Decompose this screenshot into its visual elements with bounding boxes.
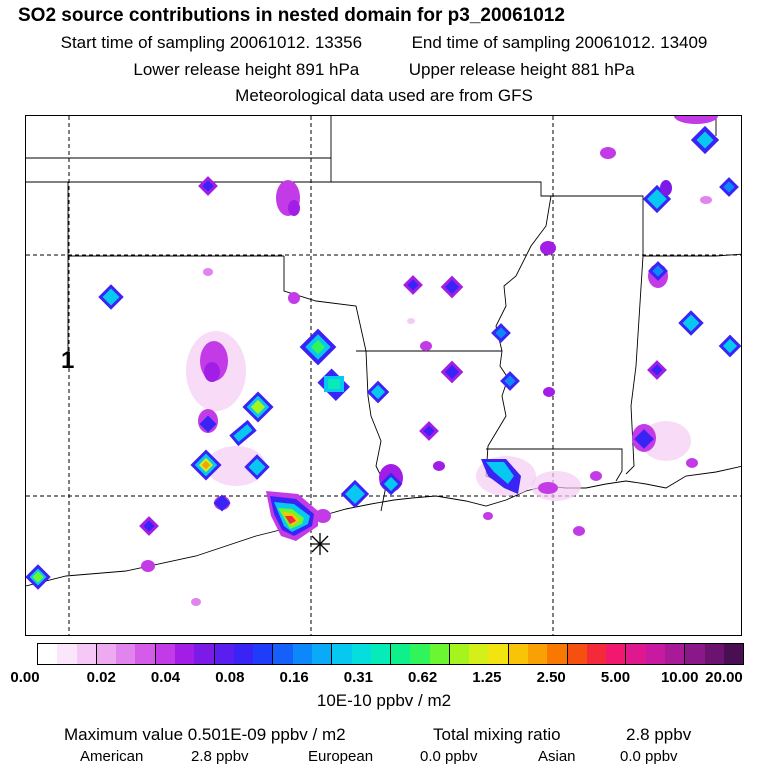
color-swatch: [508, 644, 529, 664]
color-scale-tick: 0.62: [408, 669, 438, 686]
color-swatch: [135, 644, 156, 664]
american-label: American: [80, 748, 144, 765]
color-scale-tick: 0.31: [343, 669, 373, 686]
color-swatch: [311, 644, 333, 664]
site-marker-label: 1: [61, 347, 75, 374]
color-swatch: [410, 644, 430, 664]
color-scale-tick: 10.00: [660, 669, 699, 686]
color-swatch: [685, 644, 705, 664]
total-mixing-ratio-label: Total mixing ratio: [433, 725, 561, 744]
upper-release-height: Upper release height 881 hPa: [408, 60, 635, 79]
color-swatch: [76, 644, 97, 664]
european-value: 0.0 ppbv: [420, 748, 478, 765]
asian-label: Asian: [538, 748, 576, 765]
color-swatch: [645, 644, 665, 664]
color-swatch: [567, 644, 587, 664]
color-swatch: [214, 644, 234, 664]
sampling-times: Start time of sampling 20061012. 13356 E…: [0, 33, 768, 53]
color-swatch: [626, 644, 646, 664]
european-label: European: [308, 748, 374, 765]
color-swatch: [273, 644, 293, 664]
color-swatch: [449, 644, 470, 664]
color-scale-tick: 1.25: [472, 669, 502, 686]
color-swatch: [370, 644, 392, 664]
color-scale-tick: 0.08: [215, 669, 245, 686]
release-heights: Lower release height 891 hPa Upper relea…: [0, 60, 768, 80]
color-swatch: [57, 644, 77, 664]
color-swatch: [391, 644, 411, 664]
color-scale-tick: 0.02: [86, 669, 116, 686]
concentration-map: [25, 115, 742, 636]
color-swatch: [469, 644, 489, 664]
color-swatch: [665, 644, 686, 664]
color-swatch: [194, 644, 215, 664]
lat-lon-grid: [26, 116, 741, 635]
color-swatch: [351, 644, 371, 664]
color-swatch: [704, 644, 724, 664]
color-swatch: [155, 644, 175, 664]
met-data-note: Meteorological data used are from GFS: [235, 86, 533, 105]
color-swatch: [332, 644, 352, 664]
color-swatch: [528, 644, 548, 664]
end-time: End time of sampling 20061012. 13409: [411, 33, 708, 52]
color-scale-units: 10E-10 ppbv / m2: [316, 691, 452, 710]
coastline: [26, 465, 741, 587]
color-swatch: [429, 644, 450, 664]
color-swatch: [723, 644, 744, 664]
lower-release-height: Lower release height 891 hPa: [133, 60, 360, 79]
asian-value: 0.0 ppbv: [620, 748, 678, 765]
map-title: SO2 source contributions in nested domai…: [18, 5, 565, 26]
start-time: Start time of sampling 20061012. 13356: [60, 33, 363, 52]
color-swatch: [174, 644, 195, 664]
maximum-value: Maximum value 0.501E-09 ppbv / m2: [64, 725, 346, 744]
color-scale-tick: 0.04: [150, 669, 181, 686]
color-swatch: [606, 644, 627, 664]
map-canvas: [26, 116, 741, 635]
color-swatch: [547, 644, 568, 664]
state-borders: [26, 116, 741, 512]
color-swatch: [253, 644, 274, 664]
color-swatch: [233, 644, 254, 664]
color-swatch: [116, 644, 136, 664]
american-value: 2.8 ppbv: [191, 748, 249, 765]
color-scale-tick: 5.00: [600, 669, 631, 686]
color-scale-tick: 0.00: [10, 669, 40, 686]
color-swatch: [292, 644, 312, 664]
color-scale-tick: 0.16: [279, 669, 309, 686]
color-swatch: [586, 644, 607, 664]
color-swatch: [38, 644, 58, 664]
color-swatch: [488, 644, 509, 664]
color-swatch: [96, 644, 117, 664]
color-scale-bar: [37, 643, 744, 665]
color-scale-tick: 2.50: [536, 669, 566, 686]
asterisk-icon: [310, 533, 330, 555]
plume-cells: [26, 116, 741, 606]
total-mixing-ratio-value: 2.8 ppbv: [626, 725, 692, 744]
color-scale-tick: 20.00: [705, 669, 743, 686]
